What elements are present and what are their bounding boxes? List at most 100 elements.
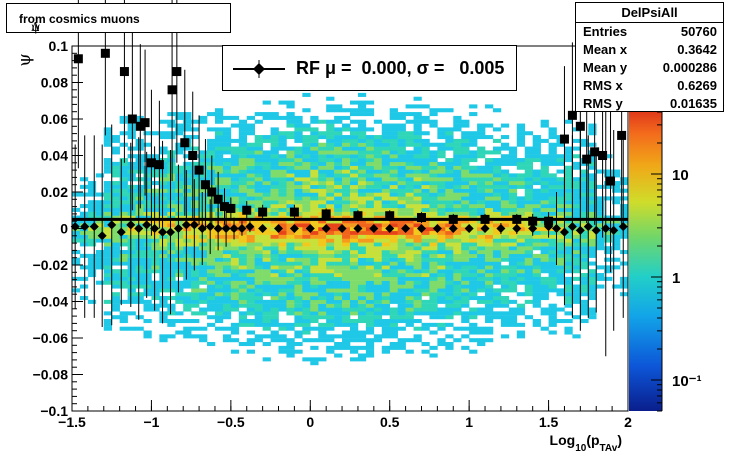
heatmap-cell: [588, 253, 597, 258]
heatmap-cell: [572, 219, 581, 224]
heatmap-cell: [310, 131, 319, 136]
heatmap-cell: [302, 223, 311, 228]
heatmap-cell: [334, 307, 343, 312]
heatmap-cell: [175, 299, 184, 304]
heatmap-cell: [262, 219, 271, 224]
heatmap-cell: [516, 280, 526, 285]
heatmap-cell: [87, 299, 97, 304]
heatmap-cell: [222, 131, 232, 136]
heatmap-cell: [199, 173, 208, 178]
heatmap-cell: [95, 253, 105, 258]
heatmap-cell: [326, 223, 335, 228]
heatmap-cell: [230, 158, 240, 163]
heatmap-cell: [135, 211, 144, 216]
heatmap-cell: [540, 200, 549, 205]
heatmap-cell: [524, 234, 533, 239]
heatmap-cell: [540, 196, 549, 201]
heatmap-cell: [500, 253, 510, 258]
heatmap-cell: [310, 357, 319, 362]
heatmap-cell: [620, 188, 628, 193]
heatmap-cell: [397, 257, 406, 262]
heatmap-cell: [350, 158, 359, 163]
heatmap-cell: [580, 188, 589, 193]
heatmap-cell: [246, 303, 255, 308]
heatmap-cell: [350, 280, 359, 285]
heatmap-cell: [151, 269, 160, 274]
heatmap-cell: [405, 315, 414, 320]
heatmap-cell: [302, 184, 311, 189]
heatmap-cell: [397, 280, 406, 285]
heatmap-cell: [492, 200, 502, 205]
heatmap-cell: [127, 284, 136, 289]
heatmap-cell: [111, 181, 120, 186]
heatmap-cell: [230, 326, 240, 331]
heatmap-cell: [421, 161, 430, 166]
heatmap-cell: [286, 184, 295, 189]
heatmap-cell: [254, 292, 263, 297]
heatmap-cell: [254, 177, 263, 182]
heatmap-cell: [461, 223, 470, 228]
heatmap-cell: [254, 338, 263, 343]
heatmap-cell: [278, 184, 287, 189]
heatmap-cell: [540, 284, 549, 289]
heatmap-cell: [111, 161, 120, 166]
heatmap-cell: [334, 257, 343, 262]
heatmap-cell: [342, 257, 351, 262]
heatmap-cell: [572, 269, 581, 274]
heatmap-cell: [556, 207, 565, 212]
colorbar-label: 1: [672, 270, 680, 287]
heatmap-cell: [365, 173, 375, 178]
heatmap-cell: [199, 299, 208, 304]
heatmap-cell: [389, 238, 398, 243]
heatmap-cell: [373, 173, 383, 178]
heatmap-cell: [564, 242, 573, 247]
heatmap-cell: [540, 326, 549, 331]
heatmap-cell: [334, 265, 343, 270]
heatmap-cell: [159, 284, 168, 289]
heatmap-cell: [302, 181, 311, 186]
heatmap-cell: [318, 269, 327, 274]
heatmap-cell: [389, 115, 398, 120]
heatmap-cell: [556, 219, 565, 224]
heatmap-cell: [453, 227, 462, 232]
heatmap-cell: [461, 261, 470, 266]
heatmap-cell: [262, 173, 271, 178]
heatmap-cell: [461, 161, 470, 166]
heatmap-cell: [548, 204, 557, 209]
heatmap-cell: [294, 319, 303, 324]
heatmap-cell: [437, 200, 446, 205]
heatmap-cell: [365, 353, 375, 358]
heatmap-cell: [397, 204, 406, 209]
heatmap-cell: [278, 284, 287, 289]
heatmap-cell: [310, 219, 319, 224]
heatmap-cell: [397, 250, 406, 255]
heatmap-cell: [222, 158, 232, 163]
heatmap-cell: [556, 292, 565, 297]
data-point-diamond: [601, 224, 611, 233]
heatmap-cell: [302, 326, 311, 331]
heatmap-cell: [389, 181, 398, 186]
heatmap-cell: [469, 257, 478, 262]
heatmap-cell: [469, 227, 478, 232]
heatmap-cell: [183, 296, 192, 301]
heatmap-cell: [278, 207, 287, 212]
heatmap-cell: [318, 257, 327, 262]
heatmap-cell: [461, 280, 470, 285]
heatmap-cell: [199, 115, 208, 120]
heatmap-cell: [389, 284, 398, 289]
heatmap-cell: [294, 204, 303, 209]
heatmap-cell: [357, 177, 367, 182]
heatmap-cell: [270, 296, 279, 301]
heatmap-cell: [238, 292, 248, 297]
heatmap-cell: [405, 165, 414, 170]
heatmap-cell: [183, 330, 192, 335]
heatmap-cell: [580, 192, 589, 197]
heatmap-cell: [350, 307, 359, 312]
heatmap-cell: [318, 150, 327, 155]
heatmap-cell: [492, 127, 502, 132]
data-point-square: [480, 214, 490, 224]
heatmap-cell: [548, 265, 557, 270]
data-point-square: [200, 180, 210, 190]
heatmap-cell: [564, 280, 573, 285]
heatmap-cell: [246, 299, 255, 304]
